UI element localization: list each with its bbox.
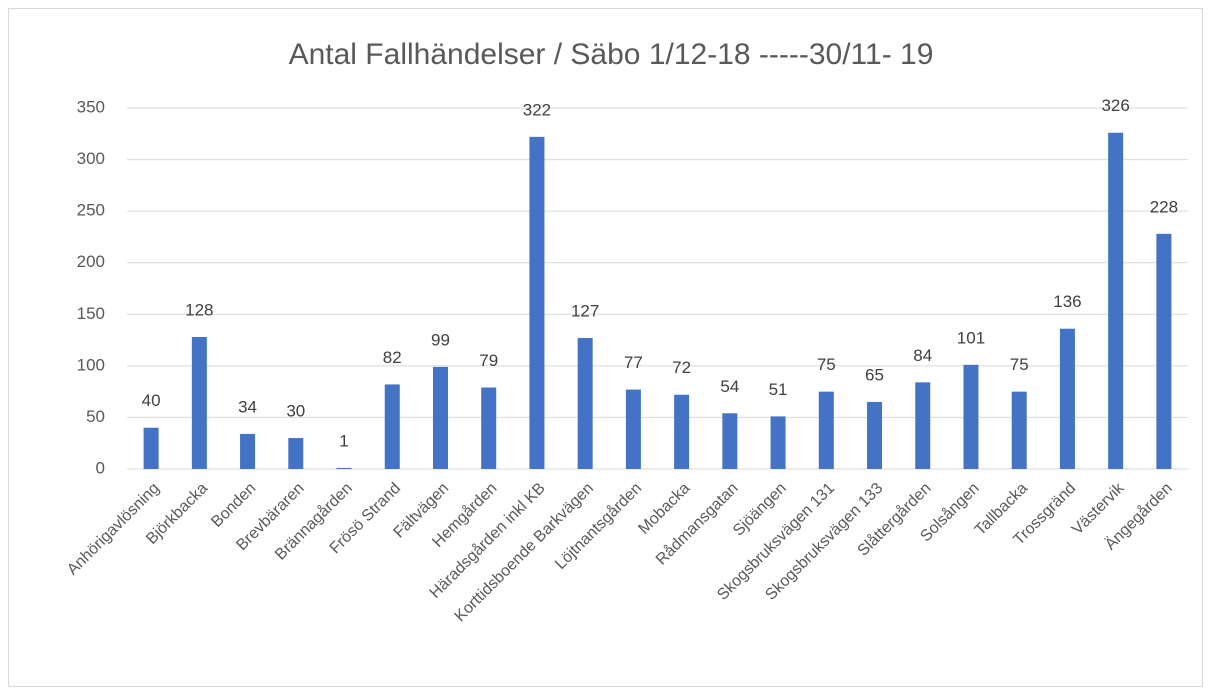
data-label: 322: [523, 100, 551, 119]
y-tick-label: 250: [77, 201, 105, 220]
data-label: 34: [238, 397, 257, 416]
data-label: 79: [479, 351, 498, 370]
bar: [867, 401, 883, 469]
bar: [1059, 328, 1075, 469]
bar: [240, 433, 256, 469]
bar: [1156, 233, 1172, 469]
chart-title: Antal Fallhändelser / Säbo 1/12-18 -----…: [289, 38, 934, 71]
data-label: 99: [431, 330, 450, 349]
bar: [336, 467, 352, 469]
data-label: 84: [913, 346, 932, 365]
bar: [288, 438, 304, 469]
bar: [191, 336, 207, 469]
bar: [432, 366, 448, 469]
bar: [625, 389, 641, 469]
data-label: 40: [142, 391, 161, 410]
data-label: 82: [383, 348, 402, 367]
bar: [963, 364, 979, 469]
data-label: 77: [624, 353, 643, 372]
bar: [722, 413, 738, 469]
bar: [577, 338, 593, 469]
bar: [481, 387, 497, 469]
data-label: 128: [185, 300, 213, 319]
chart-frame: [8, 8, 1203, 687]
y-tick-label: 150: [77, 304, 105, 323]
data-label: 54: [720, 377, 739, 396]
data-label: 75: [817, 355, 836, 374]
data-label: 51: [769, 380, 788, 399]
bar: [384, 384, 400, 469]
data-label: 30: [286, 402, 305, 421]
data-label: 326: [1101, 96, 1129, 115]
y-tick-label: 200: [77, 252, 105, 271]
bar: [1011, 391, 1027, 469]
bar: [770, 416, 786, 469]
y-tick-label: 300: [77, 149, 105, 168]
data-label: 72: [672, 358, 691, 377]
y-tick-label: 50: [86, 407, 105, 426]
y-tick-label: 0: [96, 458, 105, 477]
data-label: 228: [1150, 197, 1178, 216]
bar: [818, 391, 834, 469]
data-label: 136: [1053, 292, 1081, 311]
bar: [529, 136, 545, 469]
bar: [915, 382, 931, 469]
data-label: 101: [957, 328, 985, 347]
data-label: 1: [339, 431, 348, 450]
data-label: 75: [1010, 355, 1029, 374]
bar: [674, 394, 690, 469]
data-label: 127: [571, 301, 599, 320]
bar: [1108, 132, 1124, 470]
bar: [143, 427, 159, 469]
data-label: 65: [865, 365, 884, 384]
y-tick-label: 100: [77, 355, 105, 374]
y-tick-label: 350: [77, 97, 105, 116]
